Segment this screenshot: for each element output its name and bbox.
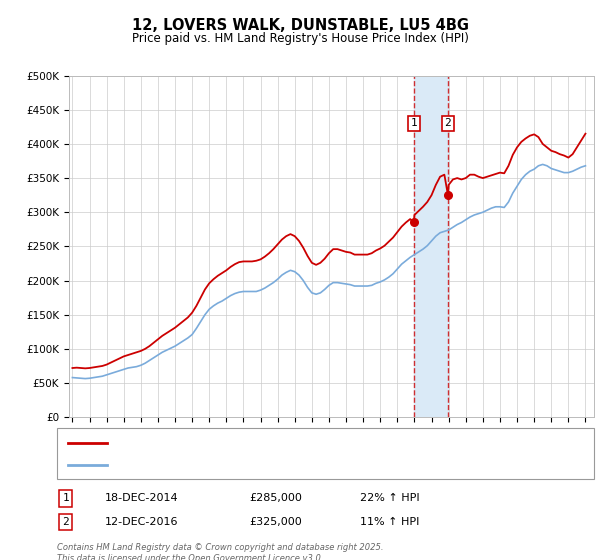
Text: 12, LOVERS WALK, DUNSTABLE, LU5 4BG (semi-detached house): 12, LOVERS WALK, DUNSTABLE, LU5 4BG (sem… xyxy=(114,437,437,447)
Text: 2: 2 xyxy=(445,118,451,128)
Text: 12-DEC-2016: 12-DEC-2016 xyxy=(105,517,179,527)
Text: Price paid vs. HM Land Registry's House Price Index (HPI): Price paid vs. HM Land Registry's House … xyxy=(131,31,469,45)
Text: 12, LOVERS WALK, DUNSTABLE, LU5 4BG: 12, LOVERS WALK, DUNSTABLE, LU5 4BG xyxy=(131,18,469,32)
Text: £285,000: £285,000 xyxy=(249,493,302,503)
Text: 11% ↑ HPI: 11% ↑ HPI xyxy=(360,517,419,527)
Text: 1: 1 xyxy=(62,493,69,503)
Text: 1: 1 xyxy=(410,118,417,128)
Text: 22% ↑ HPI: 22% ↑ HPI xyxy=(360,493,419,503)
Bar xyxy=(414,76,448,417)
Text: 18-DEC-2014: 18-DEC-2014 xyxy=(105,493,179,503)
Text: HPI: Average price, semi-detached house, Central Bedfordshire: HPI: Average price, semi-detached house,… xyxy=(114,460,429,470)
Text: £325,000: £325,000 xyxy=(249,517,302,527)
Text: 2: 2 xyxy=(62,517,69,527)
Text: Contains HM Land Registry data © Crown copyright and database right 2025.
This d: Contains HM Land Registry data © Crown c… xyxy=(57,543,383,560)
